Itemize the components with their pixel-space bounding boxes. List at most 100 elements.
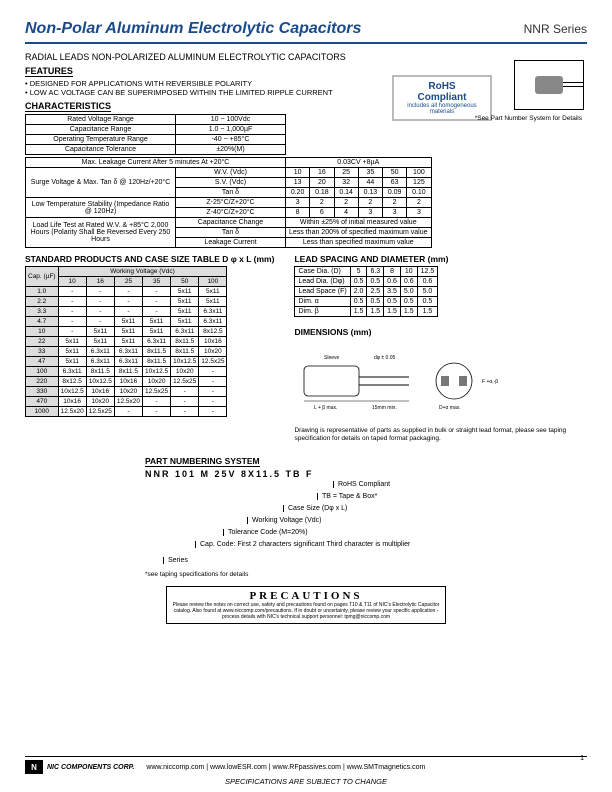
feature-item: • LOW AC VOLTAGE CAN BE SUPERIMPOSED WIT… xyxy=(25,88,587,97)
load-param: Leakage Current xyxy=(176,238,286,248)
part-numbering-label: PART NUMBERING SYSTEM xyxy=(145,456,260,467)
case-cell: 10x12.5 xyxy=(171,357,199,367)
case-cell: 12.5x25 xyxy=(199,357,227,367)
case-cell: - xyxy=(143,287,171,297)
precautions-heading: PRECAUTIONS xyxy=(170,590,442,602)
char-param: Max. Leakage Current After 5 minutes At … xyxy=(26,158,286,168)
load-param: Tan δ xyxy=(176,228,286,238)
case-cell: 5x11 xyxy=(143,327,171,337)
case-cell: 6.3x11 xyxy=(114,347,142,357)
characteristics-table: Rated Voltage Range10 ~ 100VdcCapacitanc… xyxy=(25,114,286,155)
surge-cell: Tan δ xyxy=(176,188,286,198)
lts-cell: 3 xyxy=(286,198,310,208)
surge-cell: 44 xyxy=(358,178,382,188)
pn-desc: Tolerance Code (M=20%) xyxy=(223,529,308,536)
case-cell: 5x11 xyxy=(171,307,199,317)
page-header: Non-Polar Aluminum Electrolytic Capacito… xyxy=(25,20,587,44)
case-cell: 5x11 xyxy=(199,297,227,307)
surge-cell: 32 xyxy=(334,178,358,188)
case-cell: - xyxy=(58,297,86,307)
precautions-box: PRECAUTIONS Please review the notes on c… xyxy=(166,586,446,624)
case-cell: 2.2 xyxy=(26,297,59,307)
case-cell: 12.5x25 xyxy=(171,377,199,387)
wv-header: Working Voltage (Vdc) xyxy=(58,267,227,277)
case-cell: - xyxy=(199,377,227,387)
case-cell: 10x20 xyxy=(114,387,142,397)
series-label: NNR Series xyxy=(524,22,587,36)
wv-col: 35 xyxy=(143,277,171,287)
lts-cell: Z-40°C/Z+20°C xyxy=(176,208,286,218)
page-footer: N NIC COMPONENTS CORP. www.niccomp.com |… xyxy=(25,756,587,774)
lts-cell: 2 xyxy=(310,198,334,208)
char-param: Operating Temperature Range xyxy=(26,135,176,145)
surge-cell: 13 xyxy=(286,178,310,188)
case-cell: 10x16 xyxy=(199,337,227,347)
case-cell: 220 xyxy=(26,377,59,387)
case-cell: 8x12.5 xyxy=(58,377,86,387)
features-label: FEATURES xyxy=(25,66,73,77)
case-cell: 22 xyxy=(26,337,59,347)
surge-label: Surge Voltage & Max. Tan δ @ 120Hz/+20°C xyxy=(26,168,176,198)
case-cell: - xyxy=(58,317,86,327)
case-cell: - xyxy=(86,307,114,317)
case-cell: 5x11 xyxy=(58,337,86,347)
pn-desc: Case Size (Dφ x L) xyxy=(283,505,347,512)
case-cell: - xyxy=(114,297,142,307)
lead-cell: 3.5 xyxy=(384,287,401,297)
lts-cell: 8 xyxy=(286,208,310,218)
lead-cell: 0.6 xyxy=(417,277,438,287)
lts-cell: 2 xyxy=(407,198,431,208)
case-cell: 10x16 xyxy=(114,377,142,387)
case-cell: 6.3x11 xyxy=(86,357,114,367)
case-cell: 12.5x20 xyxy=(58,407,86,417)
cap-header: Cap. (µF) xyxy=(26,267,59,287)
char-value: 10 ~ 100Vdc xyxy=(176,115,286,125)
case-cell: 6.3x11 xyxy=(199,317,227,327)
lead-cell: Dim. β xyxy=(295,307,350,317)
lead-spacing-table: Case Dia. (D)56.381012.5Lead Dia. (Dφ)0.… xyxy=(294,266,438,317)
pn-desc: Series xyxy=(163,557,188,564)
case-cell: 6.3x11 xyxy=(171,327,199,337)
load-label: Load Life Test at Rated W.V. & +85°C 2,0… xyxy=(26,218,176,248)
char-param: Capacitance Range xyxy=(26,125,176,135)
pn-desc: RoHS Compliant xyxy=(333,481,390,488)
case-cell: - xyxy=(58,327,86,337)
lead-header: 10 xyxy=(400,267,417,277)
case-cell: 4.7 xyxy=(26,317,59,327)
lead-cell: Dim. α xyxy=(295,297,350,307)
case-cell: 8x12.5 xyxy=(199,327,227,337)
lts-label: Low Temperature Stability (Impedance Rat… xyxy=(26,198,176,218)
case-cell: 10x20 xyxy=(199,347,227,357)
case-cell: 6.3x11 xyxy=(58,367,86,377)
case-cell: 6.3x11 xyxy=(199,307,227,317)
case-cell: 12.5x25 xyxy=(86,407,114,417)
svg-text:Sleeve: Sleeve xyxy=(324,355,340,361)
surge-header: 25 xyxy=(334,168,358,178)
features-list: • DESIGNED FOR APPLICATIONS WITH REVERSI… xyxy=(25,79,587,97)
case-cell: 330 xyxy=(26,387,59,397)
case-cell: 5x11 xyxy=(86,327,114,337)
pn-desc: TB = Tape & Box* xyxy=(317,493,377,500)
lead-cell: 0.6 xyxy=(384,277,401,287)
case-cell: 10x12.5 xyxy=(58,387,86,397)
case-cell: 12.5x20 xyxy=(114,397,142,407)
case-cell: 1000 xyxy=(26,407,59,417)
surge-table: Max. Leakage Current After 5 minutes At … xyxy=(25,157,432,248)
surge-cell: 0.14 xyxy=(334,188,358,198)
case-cell: - xyxy=(199,387,227,397)
part-numbering-section: PART NUMBERING SYSTEM NNR 101 M 25V 8X11… xyxy=(145,456,587,578)
lead-header: 6.3 xyxy=(367,267,384,277)
footer-disclaimer: SPECIFICATIONS ARE SUBJECT TO CHANGE xyxy=(0,777,612,786)
surge-header: 100 xyxy=(407,168,431,178)
lts-cell: 4 xyxy=(334,208,358,218)
surge-cell: 0.09 xyxy=(383,188,407,198)
lead-cell: 2.5 xyxy=(367,287,384,297)
char-param: Capacitance Tolerance xyxy=(26,145,176,155)
case-cell: 8x11.5 xyxy=(86,367,114,377)
case-cell: - xyxy=(114,407,142,417)
case-cell: - xyxy=(171,407,199,417)
rohs-line2: Compliant xyxy=(398,92,486,103)
case-cell: 8x11.5 xyxy=(171,337,199,347)
load-param: Capacitance Change xyxy=(176,218,286,228)
surge-cell: S.V. (Vdc) xyxy=(176,178,286,188)
